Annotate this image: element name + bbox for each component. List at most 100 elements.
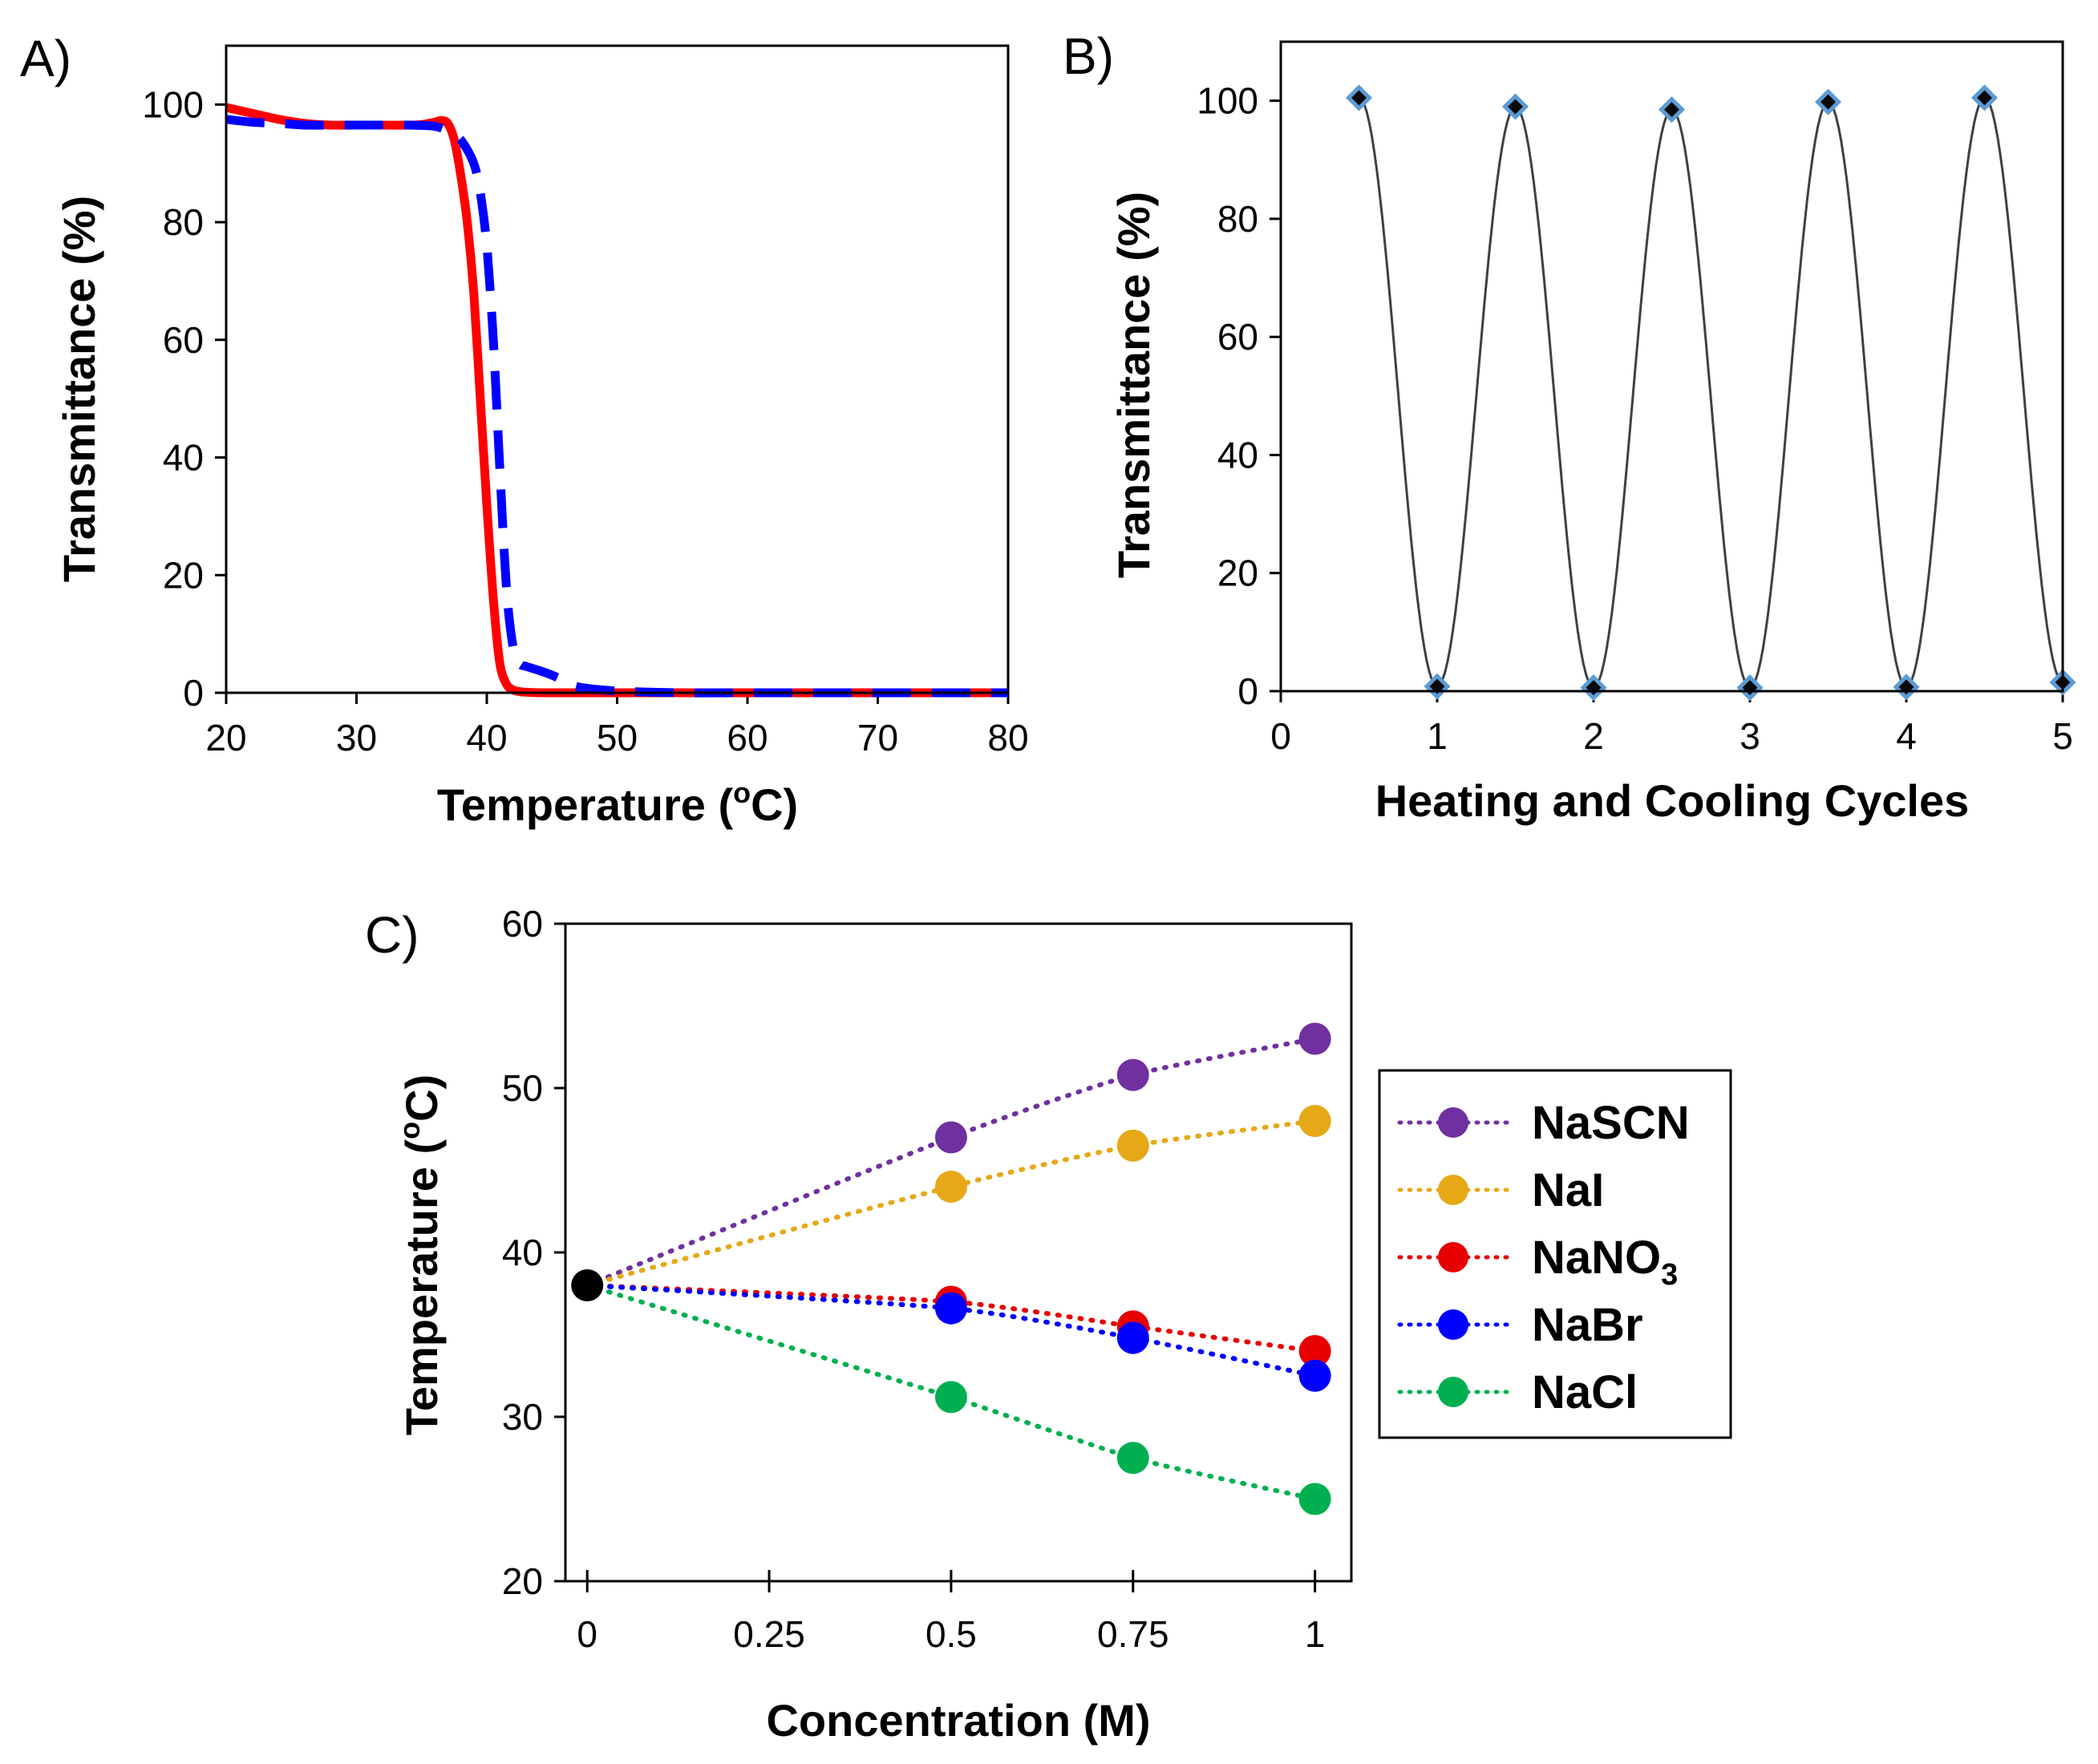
series-point-nacl xyxy=(1116,1442,1149,1475)
legend-label-nascn: NaSCN xyxy=(1532,1097,1690,1149)
cycle-point-marker xyxy=(1580,674,1607,702)
panel-a-ytick-label: 0 xyxy=(183,672,204,714)
legend-marker-nano3 xyxy=(1438,1242,1468,1272)
cycle-point-marker xyxy=(1501,93,1529,120)
panel-b-ytick-label: 80 xyxy=(1217,198,1258,240)
panel-c-xtick-label: 0.75 xyxy=(1097,1613,1169,1655)
panel-a-ytick-label: 20 xyxy=(163,554,204,596)
cycles-line xyxy=(1358,96,2064,690)
panel-b-xtick-label: 2 xyxy=(1583,715,1604,757)
series-point-nascn xyxy=(1116,1058,1149,1091)
cycle-point-marker xyxy=(1658,96,1686,123)
panel-c-label: C) xyxy=(365,906,419,964)
panel-b-xlabel: Heating and Cooling Cycles xyxy=(1375,775,1970,826)
legend-label-nacl: NaCl xyxy=(1532,1366,1638,1418)
panel-b-ytick-label: 20 xyxy=(1217,552,1258,594)
panel-b-ytick-label: 40 xyxy=(1217,434,1258,475)
panel-a-ytick-label: 80 xyxy=(163,201,204,243)
panel-b-ytick-label: 60 xyxy=(1217,316,1258,358)
series-point-nabr xyxy=(934,1292,967,1325)
legend-label-nano3: NaNO3 xyxy=(1532,1232,1678,1292)
series-line-nano3 xyxy=(585,1283,1318,1353)
panel-c: C) 0 0.25 0.5 0.75 1 20 30 40 50 60 Concentration… xyxy=(365,903,1732,1746)
series-point-nacl xyxy=(1298,1483,1331,1515)
series-line-nai xyxy=(585,1119,1318,1288)
cycle-point-marker xyxy=(1424,673,1451,700)
panel-a-xtick-label: 40 xyxy=(466,717,507,759)
panel-c-ytick-label: 30 xyxy=(502,1396,543,1438)
panel-b-xtick-label: 5 xyxy=(2052,715,2073,757)
panel-a-frame xyxy=(225,44,1010,694)
cycle-point-marker xyxy=(1893,674,1920,701)
panel-c-xlabel: Concentration (M) xyxy=(766,1695,1150,1746)
legend-label-nabr: NaBr xyxy=(1532,1299,1643,1351)
series-line-nabr xyxy=(585,1283,1318,1378)
panel-a-xtick-label: 80 xyxy=(987,717,1028,759)
panel-c-xtick-label: 1 xyxy=(1305,1613,1326,1655)
series-point-nai xyxy=(1298,1105,1331,1137)
series-point-nacl xyxy=(934,1381,967,1414)
panel-a-ytick-label: 100 xyxy=(142,83,204,125)
series-line-nacl xyxy=(585,1283,1318,1502)
series-point-nabr xyxy=(1116,1321,1149,1354)
cycle-point-marker xyxy=(1736,674,1764,702)
panel-b-xtick-label: 3 xyxy=(1740,715,1760,757)
series-solid-red-line xyxy=(225,103,1008,698)
panel-a-series xyxy=(225,103,1008,698)
cycle-point-marker xyxy=(1345,84,1373,111)
panel-a-xlabel: Temperature (oC) xyxy=(437,776,798,830)
series-point-nai xyxy=(934,1171,967,1203)
panel-c-legend: NaSCN NaI NaNO3 NaBr NaCl xyxy=(1378,1069,1732,1439)
legend-marker-nacl xyxy=(1438,1377,1468,1407)
panel-a-ytick-label: 60 xyxy=(163,319,204,361)
legend-box xyxy=(1378,1069,1732,1439)
series-point-nascn xyxy=(934,1121,967,1154)
panel-a-xtick-label: 70 xyxy=(857,717,898,759)
cycle-point-marker xyxy=(1970,84,1999,111)
legend-marker-nascn xyxy=(1438,1107,1468,1138)
panel-a-label: A) xyxy=(20,30,71,87)
panel-c-series xyxy=(571,1022,1331,1515)
panel-a-xtick-label: 50 xyxy=(597,717,638,759)
series-dashed-blue-line xyxy=(225,115,1008,698)
cycle-point-marker xyxy=(1814,88,1842,115)
panel-c-ticks: 0 0.25 0.5 0.75 1 20 30 40 50 60 xyxy=(502,903,1326,1655)
panel-b-xtick-label: 4 xyxy=(1896,715,1917,757)
panel-c-frame xyxy=(564,922,1353,1583)
legend-marker-nai xyxy=(1438,1175,1468,1205)
series-point-nascn xyxy=(1298,1022,1331,1055)
panel-c-xtick-label: 0.25 xyxy=(733,1613,805,1655)
panel-b-ticks: 0 1 2 3 4 5 0 20 40 60 80 100 xyxy=(1197,80,2073,757)
panel-b: B) 0 1 2 3 4 5 0 20 40 60 80 100 Heating and Coolin… xyxy=(1063,27,2076,826)
panel-c-xtick-label: 0.5 xyxy=(925,1613,977,1655)
panel-a-ytick-label: 40 xyxy=(163,437,204,479)
series-point-nabr xyxy=(1298,1359,1331,1392)
panel-c-ylabel: Temperature (oC) xyxy=(393,1074,447,1435)
series-point-nano3 xyxy=(1298,1335,1331,1367)
panel-b-frame xyxy=(1279,40,2064,693)
origin-point xyxy=(571,1269,604,1301)
legend-marker-nabr xyxy=(1438,1309,1468,1340)
panel-c-ytick-label: 20 xyxy=(502,1560,543,1602)
panel-b-ytick-label: 100 xyxy=(1197,80,1258,122)
panel-c-ytick-label: 40 xyxy=(502,1232,543,1273)
panel-b-ytick-label: 0 xyxy=(1237,670,1258,712)
panel-a-ylabel: Transmittance (%) xyxy=(54,196,104,582)
panel-b-series xyxy=(1345,84,2076,702)
series-line-nascn xyxy=(585,1036,1318,1288)
panel-b-ylabel: Transmittance (%) xyxy=(1108,192,1159,578)
panel-c-xtick-label: 0 xyxy=(577,1613,597,1655)
panel-c-ytick-label: 60 xyxy=(502,903,543,945)
panel-b-xtick-label: 0 xyxy=(1270,715,1291,757)
legend-label-nai: NaI xyxy=(1532,1164,1604,1216)
series-point-nai xyxy=(1116,1129,1149,1162)
panel-b-label: B) xyxy=(1063,27,1114,85)
panel-b-xtick-label: 1 xyxy=(1427,715,1448,757)
panel-a-xtick-label: 30 xyxy=(336,717,377,759)
panel-a-xtick-label: 60 xyxy=(727,717,768,759)
panel-c-ytick-label: 50 xyxy=(502,1067,543,1109)
panel-a-xtick-label: 20 xyxy=(205,717,246,759)
